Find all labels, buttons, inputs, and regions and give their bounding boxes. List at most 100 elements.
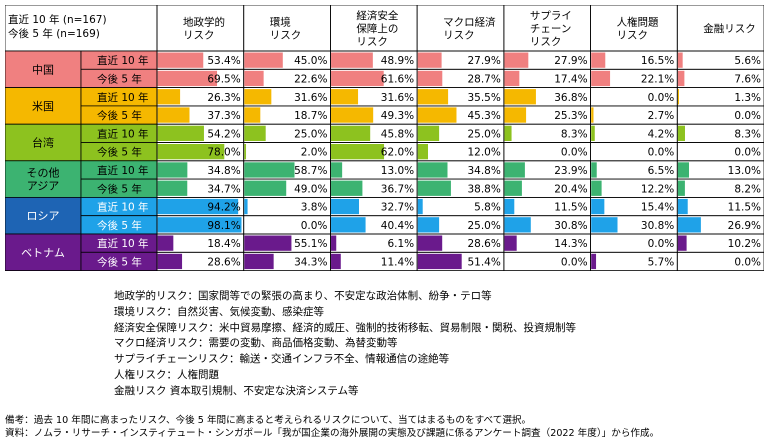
legend-line: サプライチェーンリスク：輸送・交通インフラ不全、情報通信の途絶等 bbox=[114, 353, 450, 366]
data-value: 2.7% bbox=[648, 110, 675, 122]
data-value: 25.0% bbox=[467, 220, 500, 232]
data-value: 22.6% bbox=[294, 73, 327, 85]
data-value: 15.4% bbox=[641, 202, 674, 214]
data-value: 37.3% bbox=[207, 110, 240, 122]
period-label: 今後 5 年 bbox=[97, 219, 142, 232]
legend-line: 環境リスク：自然災害、気候変動、感染症等 bbox=[114, 305, 324, 318]
period-label: 直近 10 年 bbox=[97, 237, 149, 250]
data-value: 26.3% bbox=[207, 92, 240, 104]
data-bar bbox=[417, 125, 440, 141]
data-bar bbox=[244, 107, 261, 123]
region-label-cell bbox=[5, 123, 82, 162]
data-bar bbox=[157, 253, 183, 270]
data-bar bbox=[244, 70, 264, 87]
column-header-label: 環境 bbox=[270, 16, 291, 29]
region-label-cell bbox=[5, 160, 82, 198]
note-source: 資料：ノムラ・リサーチ・インスティテュート・シンガポール「我が国企業の海外展開の… bbox=[5, 428, 660, 439]
column-header-label: リスク bbox=[443, 30, 475, 42]
period-label: 直近 10 年 bbox=[97, 91, 149, 104]
data-bar bbox=[157, 144, 225, 160]
data-bar bbox=[504, 89, 536, 105]
data-value: 8.3% bbox=[561, 128, 588, 140]
period-label: 今後 5 年 bbox=[97, 146, 142, 159]
period-label: 直近 10 年 bbox=[97, 54, 149, 67]
data-bar bbox=[504, 198, 515, 215]
data-value: 61.6% bbox=[381, 73, 414, 85]
data-value: 51.4% bbox=[467, 256, 500, 268]
data-value: 34.7% bbox=[207, 183, 240, 195]
column-header-label: 経済安全 bbox=[356, 9, 398, 22]
data-bar bbox=[331, 107, 374, 123]
legend-line: 人権リスク：人権問題 bbox=[114, 368, 219, 381]
data-bar bbox=[677, 198, 688, 215]
region-label: 中国 bbox=[32, 63, 54, 76]
data-bar bbox=[157, 235, 174, 251]
period-label: 今後 5 年 bbox=[97, 182, 142, 195]
data-bar bbox=[157, 217, 242, 233]
data-bar bbox=[157, 52, 204, 68]
data-value: 5.6% bbox=[734, 55, 761, 67]
data-bar bbox=[591, 70, 611, 87]
period-label: 直近 10 年 bbox=[97, 164, 149, 177]
region-label: アジア bbox=[27, 180, 60, 193]
region-label-cell bbox=[5, 196, 82, 235]
data-value: 49.3% bbox=[381, 110, 414, 122]
data-value: 0.0% bbox=[561, 256, 588, 268]
data-value: 62.0% bbox=[381, 147, 414, 159]
data-value: 54.2% bbox=[207, 128, 240, 140]
data-value: 12.0% bbox=[467, 147, 500, 159]
data-value: 25.0% bbox=[467, 128, 500, 140]
corner-label: 今後 5 年 (n=169) bbox=[8, 27, 100, 40]
legend-line: マクロ経済リスク：需要の変動、商品価格変動、為替変動等 bbox=[114, 337, 398, 350]
data-bar bbox=[591, 180, 602, 196]
data-value: 8.2% bbox=[734, 183, 761, 195]
region-label-cell bbox=[5, 50, 82, 88]
data-value: 1.3% bbox=[734, 92, 761, 104]
data-value: 0.0% bbox=[561, 147, 588, 159]
legend-line: 経済安全保障リスク：米中貿易摩擦、経済的威圧、強制的技術移転、貿易制限・関税、投… bbox=[114, 321, 576, 334]
data-bar bbox=[157, 89, 181, 105]
data-value: 49.0% bbox=[294, 183, 327, 195]
data-value: 55.1% bbox=[294, 238, 327, 250]
data-bar bbox=[677, 162, 690, 178]
data-value: 5.7% bbox=[648, 256, 675, 268]
data-value: 30.8% bbox=[554, 220, 587, 232]
data-value: 3.8% bbox=[301, 202, 328, 214]
data-bar bbox=[417, 162, 448, 178]
data-bar bbox=[244, 235, 292, 251]
data-value: 17.4% bbox=[554, 73, 587, 85]
data-bar bbox=[244, 198, 248, 215]
data-value: 11.5% bbox=[554, 202, 587, 214]
data-bar bbox=[244, 125, 266, 141]
data-value: 20.4% bbox=[554, 183, 587, 195]
data-bar bbox=[157, 125, 204, 141]
data-value: 45.8% bbox=[381, 128, 414, 140]
corner-label: 直近 10 年 (n=167) bbox=[8, 13, 107, 26]
column-header-label: リスク bbox=[530, 36, 562, 48]
data-value: 40.4% bbox=[381, 220, 414, 232]
data-bar bbox=[591, 217, 618, 233]
region-label-cell bbox=[5, 233, 82, 271]
data-bar bbox=[157, 180, 188, 196]
data-bar bbox=[591, 52, 606, 68]
data-bar bbox=[504, 107, 527, 123]
column-header-label: サプライ bbox=[530, 10, 572, 22]
data-bar bbox=[504, 235, 517, 251]
data-bar bbox=[677, 89, 679, 105]
data-bar bbox=[677, 52, 683, 68]
data-value: 14.3% bbox=[554, 238, 587, 250]
data-bar bbox=[504, 180, 522, 196]
data-bar bbox=[677, 125, 685, 141]
data-bar bbox=[331, 180, 363, 196]
data-bar bbox=[417, 180, 451, 196]
data-bar bbox=[157, 70, 218, 87]
period-label: 直近 10 年 bbox=[97, 127, 149, 140]
data-bar bbox=[157, 198, 239, 215]
data-value: 25.0% bbox=[294, 128, 327, 140]
data-value: 18.4% bbox=[207, 238, 240, 250]
data-bar bbox=[244, 180, 287, 196]
data-value: 0.0% bbox=[734, 256, 761, 268]
region-label: 台湾 bbox=[32, 136, 54, 150]
legend-block: 地政学的リスク：国家間等での緊張の高まり、不安定な政治体制、紛争・テロ等 環境リ… bbox=[114, 289, 576, 400]
data-value: 2.0% bbox=[301, 147, 328, 159]
